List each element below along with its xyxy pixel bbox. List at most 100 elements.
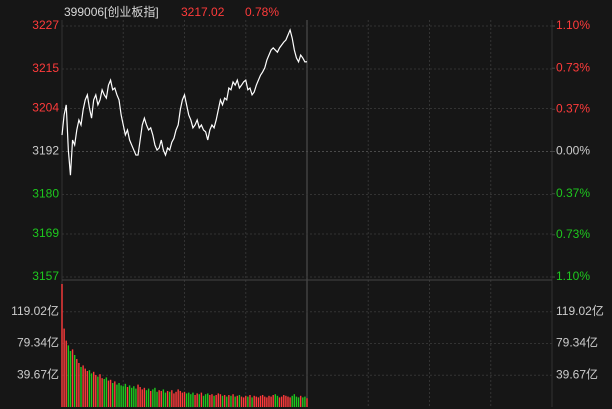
- y-tick-label: 119.02亿: [11, 303, 59, 318]
- y2-tick-label: 0.73%: [556, 60, 590, 74]
- volume-bar: [71, 349, 74, 407]
- volume-bar: [101, 378, 103, 407]
- volume-bar: [183, 391, 186, 407]
- volume-bar: [95, 374, 97, 407]
- volume-bar: [128, 385, 131, 407]
- y2-tick-label: 0.37%: [556, 101, 590, 115]
- volume-bar: [162, 389, 165, 407]
- volume-bar: [103, 378, 105, 407]
- volume-bar: [139, 386, 141, 407]
- volume-bar: [194, 394, 196, 407]
- volume-bar: [245, 395, 247, 407]
- symbol: 399006[创业板指]: [64, 4, 159, 19]
- volume-bar: [289, 397, 291, 407]
- y2-tick-label: 0.37%: [556, 186, 590, 200]
- y-tick-label: 3157: [32, 269, 59, 283]
- volume-bar: [147, 388, 150, 407]
- volume-bar: [291, 395, 293, 407]
- y2-tick-label: 0.73%: [556, 227, 590, 241]
- volume-bar: [261, 394, 264, 407]
- volume-bar: [280, 396, 283, 407]
- volume-bar: [135, 388, 137, 407]
- volume-bar: [80, 366, 82, 407]
- volume-bar: [73, 354, 76, 407]
- volume-bar: [297, 397, 300, 407]
- volume-bar: [69, 350, 72, 407]
- volume-bar: [232, 394, 234, 407]
- volume-bar: [67, 345, 70, 407]
- volume-bar: [213, 395, 215, 407]
- volume-bar: [88, 370, 91, 407]
- volume-bar: [160, 390, 162, 407]
- volume-bar: [217, 393, 219, 407]
- volume-bar: [61, 284, 63, 407]
- y2-tick-label: 1.10%: [556, 269, 590, 283]
- volume-bar: [133, 386, 135, 407]
- volume-bar: [177, 389, 179, 407]
- volume-bar: [111, 382, 114, 407]
- volume-bar: [145, 390, 148, 407]
- volume-bar: [90, 373, 93, 407]
- volume-bar: [287, 396, 289, 407]
- volume-bar: [255, 396, 258, 407]
- volume-bar: [130, 387, 133, 407]
- y-tick-label: 3227: [32, 18, 59, 32]
- volume-bar: [152, 389, 154, 407]
- volume-bar: [192, 392, 194, 407]
- volume-bar: [173, 393, 175, 407]
- volume-bar: [221, 395, 224, 407]
- volume-bar: [63, 328, 65, 407]
- volume-bar: [76, 358, 78, 407]
- volume-bar: [65, 340, 67, 407]
- volume-bar: [86, 370, 89, 407]
- volume-bar: [253, 395, 255, 407]
- volume-bar: [179, 390, 181, 407]
- volume-bar: [259, 395, 262, 407]
- volume-bar: [204, 394, 207, 407]
- volume-bar: [295, 396, 298, 407]
- volume-bar: [211, 394, 213, 407]
- volume-bar: [249, 394, 251, 407]
- volume-bar: [92, 371, 95, 407]
- y-tick-label: 3192: [32, 144, 59, 158]
- volume-bar: [164, 392, 167, 407]
- volume-bar: [154, 387, 156, 407]
- volume-bar: [207, 393, 209, 407]
- volume-bar: [188, 392, 190, 407]
- volume-bar: [242, 397, 245, 407]
- volume-bar: [78, 362, 80, 407]
- volume-bar: [219, 394, 222, 407]
- y-tick-label: 79.34亿: [17, 335, 59, 350]
- y2-tick-label: 79.34亿: [556, 335, 598, 350]
- volume-bar: [270, 396, 272, 407]
- volume-bar: [107, 380, 110, 407]
- volume-bar: [118, 382, 120, 407]
- volume-bar: [181, 392, 184, 407]
- price-line: [61, 28, 308, 176]
- volume-bar: [226, 396, 228, 407]
- y2-tick-label: 1.10%: [556, 18, 590, 32]
- volume-bar: [141, 389, 143, 407]
- volume-bar: [230, 395, 232, 407]
- change-pct: 0.78%: [245, 5, 279, 19]
- volume-bar: [200, 392, 203, 407]
- volume-bar: [198, 394, 200, 407]
- volume-bar: [171, 390, 173, 407]
- volume-bar: [82, 365, 84, 407]
- volume-bar: [240, 396, 243, 407]
- y-tick-label: 3204: [32, 101, 59, 115]
- volume-bar: [156, 391, 158, 407]
- volume-bar: [276, 395, 279, 407]
- volume-bar: [302, 397, 304, 407]
- volume-bar: [196, 393, 198, 407]
- volume-bar: [238, 394, 241, 407]
- volume-bar: [166, 390, 169, 407]
- volume-bar: [266, 397, 268, 407]
- y2-tick-label: 119.02亿: [556, 303, 604, 318]
- volume-bar: [202, 395, 205, 407]
- volume-bar: [137, 384, 139, 407]
- volume-bar: [175, 391, 177, 407]
